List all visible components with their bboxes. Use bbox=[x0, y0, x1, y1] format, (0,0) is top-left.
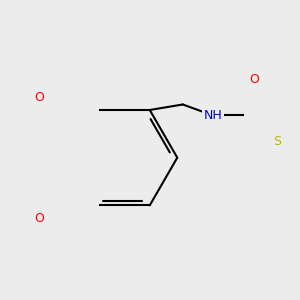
Text: O: O bbox=[35, 91, 45, 103]
Text: O: O bbox=[249, 73, 259, 86]
Text: NH: NH bbox=[204, 109, 222, 122]
Text: S: S bbox=[273, 135, 281, 148]
Text: O: O bbox=[35, 212, 45, 225]
